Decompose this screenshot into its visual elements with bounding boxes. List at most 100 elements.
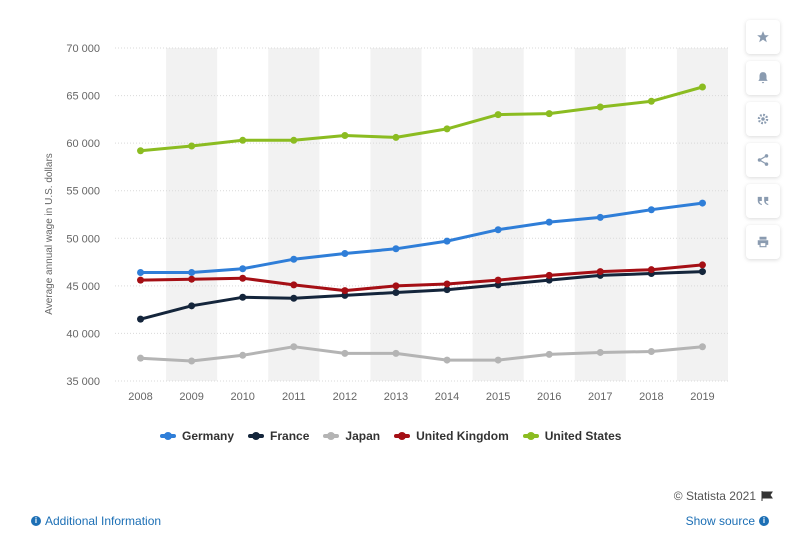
y-tick-label: 65 000 [66,91,100,103]
share-icon [757,154,769,166]
data-point-germany[interactable] [494,226,502,234]
y-tick-label: 50 000 [66,233,100,245]
data-point-france[interactable] [443,286,451,294]
data-point-japan[interactable] [341,349,349,357]
series-line-united-kingdom[interactable] [140,263,703,293]
data-point-japan[interactable] [647,348,655,356]
data-point-france[interactable] [698,268,706,276]
data-point-germany[interactable] [188,269,196,277]
legend-swatch [394,432,411,440]
share-button[interactable] [746,143,780,177]
data-point-united-kingdom[interactable] [188,275,196,283]
x-tick-label: 2012 [333,391,357,403]
data-point-united-kingdom[interactable] [137,276,145,284]
data-point-germany[interactable] [290,255,298,263]
data-point-united-states[interactable] [545,110,553,118]
plot-band [166,48,218,381]
data-point-united-states[interactable] [239,136,247,144]
data-point-france[interactable] [188,302,196,310]
data-point-united-kingdom[interactable] [290,281,298,289]
data-point-united-states[interactable] [698,83,706,91]
legend-label: United Kingdom [416,429,509,443]
cite-button[interactable] [746,184,780,218]
print-icon [757,236,769,248]
data-point-japan[interactable] [239,351,247,359]
data-point-united-kingdom[interactable] [443,280,451,288]
data-point-united-states[interactable] [647,97,655,105]
series-line-japan[interactable] [140,345,703,363]
series-line-france[interactable] [140,270,703,321]
data-point-united-kingdom[interactable] [341,287,349,295]
legend-item-united-states[interactable]: United States [522,429,621,443]
data-point-france[interactable] [239,293,247,301]
data-point-japan[interactable] [290,343,298,351]
data-point-united-kingdom[interactable] [698,261,706,269]
data-point-france[interactable] [392,289,400,297]
data-point-germany[interactable] [341,250,349,258]
show-source-link[interactable]: Show source i [686,514,773,528]
data-point-united-kingdom[interactable] [596,268,604,276]
data-point-germany[interactable] [443,237,451,245]
data-point-united-states[interactable] [341,132,349,140]
data-point-japan[interactable] [392,349,400,357]
star-icon [757,31,769,43]
data-point-germany[interactable] [392,245,400,253]
info-icon: i [759,516,769,526]
y-tick-label: 60 000 [66,138,100,150]
data-point-germany[interactable] [545,218,553,226]
legend-item-japan[interactable]: Japan [323,429,380,443]
plot-band [268,48,320,381]
data-point-united-states[interactable] [596,103,604,111]
data-point-japan[interactable] [596,348,604,356]
data-point-united-states[interactable] [188,142,196,150]
additional-information-link[interactable]: i Additional Information [27,514,161,528]
y-tick-label: 40 000 [66,328,100,340]
data-point-united-kingdom[interactable] [545,271,553,279]
x-tick-label: 2008 [128,391,152,403]
plot-band [472,48,524,381]
legend-item-germany[interactable]: Germany [160,429,234,443]
x-tick-label: 2011 [282,391,306,403]
data-point-japan[interactable] [443,356,451,364]
data-point-united-kingdom[interactable] [239,274,247,282]
credit-text: © Statista 2021 [673,489,756,503]
x-tick-label: 2009 [179,391,203,403]
y-tick-label: 45 000 [66,281,100,293]
settings-button[interactable] [746,102,780,136]
series-line-united-states[interactable] [140,85,703,153]
data-point-united-kingdom[interactable] [494,276,502,284]
legend-item-france[interactable]: France [248,429,309,443]
data-point-japan[interactable] [137,354,145,362]
x-tick-label: 2015 [486,391,510,403]
bookmark-button[interactable] [746,20,780,54]
x-tick-label: 2019 [690,391,714,403]
data-point-united-states[interactable] [494,111,502,119]
x-tick-label: 2013 [384,391,408,403]
x-tick-label: 2018 [639,391,663,403]
data-point-france[interactable] [290,294,298,302]
data-point-united-states[interactable] [290,136,298,144]
data-point-germany[interactable] [647,206,655,214]
series-line-germany[interactable] [140,201,703,274]
data-point-france[interactable] [137,315,145,323]
notification-button[interactable] [746,61,780,95]
data-point-united-states[interactable] [137,147,145,155]
data-point-united-kingdom[interactable] [647,266,655,274]
data-point-japan[interactable] [188,357,196,365]
print-button[interactable] [746,225,780,259]
show-source-label: Show source [685,514,755,528]
data-point-japan[interactable] [545,350,553,358]
legend-item-united-kingdom[interactable]: United Kingdom [394,429,509,443]
data-point-united-states[interactable] [443,125,451,133]
data-point-germany[interactable] [239,265,247,273]
data-point-united-kingdom[interactable] [392,282,400,290]
data-point-japan[interactable] [494,356,502,364]
y-tick-label: 55 000 [66,186,100,198]
data-point-germany[interactable] [596,213,604,221]
data-point-germany[interactable] [137,269,145,277]
legend-swatch [323,432,340,440]
data-point-japan[interactable] [698,343,706,351]
data-point-germany[interactable] [698,199,706,207]
data-point-united-states[interactable] [392,133,400,141]
gear-icon [757,113,769,125]
